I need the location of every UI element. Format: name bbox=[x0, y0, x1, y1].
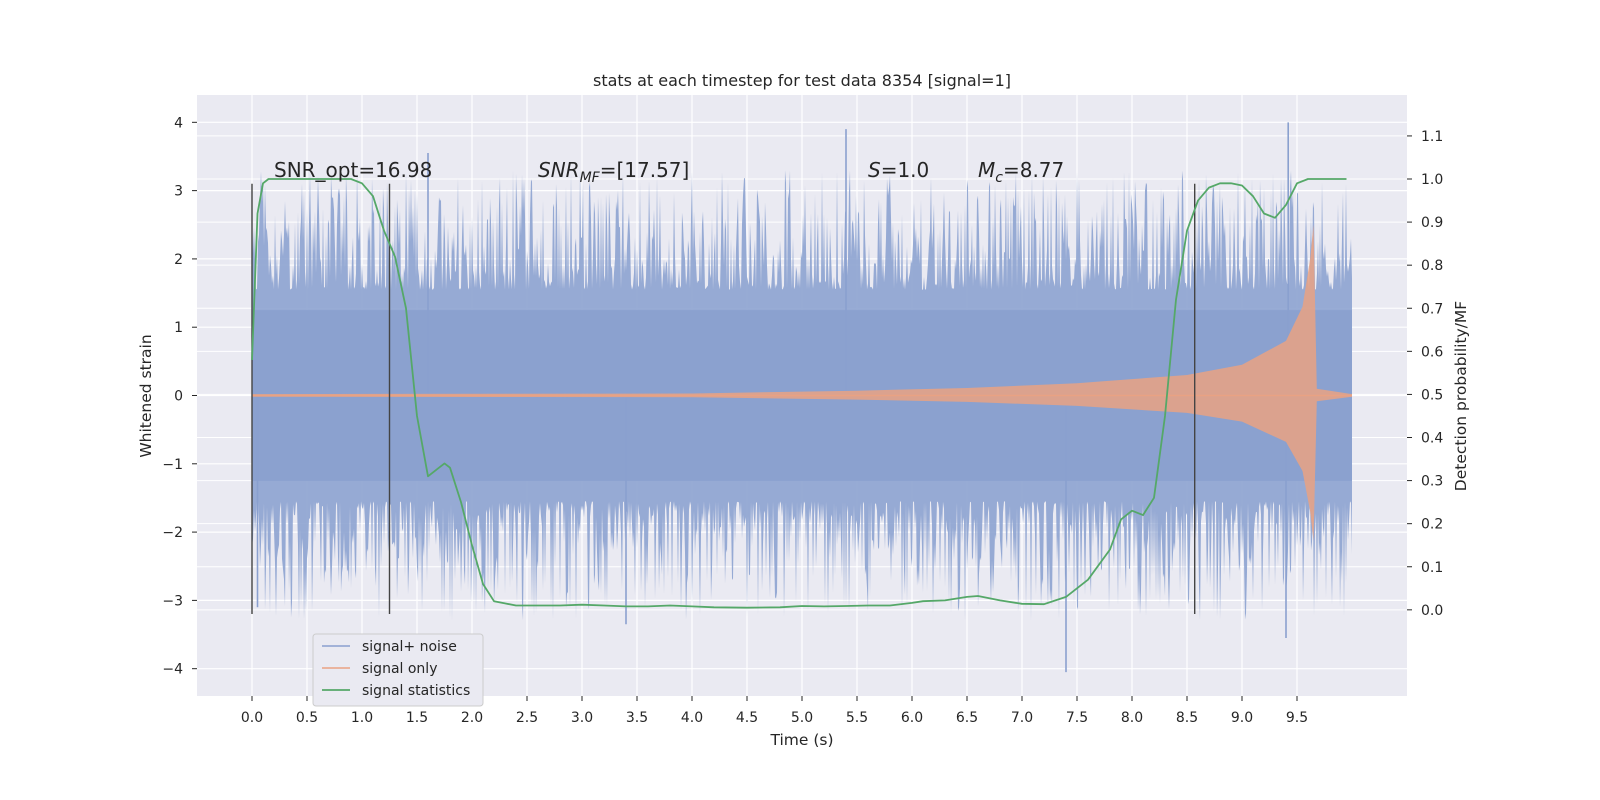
y-right-tick-label: 0.3 bbox=[1421, 474, 1443, 490]
x-tick-label: 8.0 bbox=[1121, 710, 1143, 726]
y-tick-label: −1 bbox=[162, 457, 183, 473]
y-tick-label: 1 bbox=[174, 320, 183, 336]
y-tick-label: 4 bbox=[174, 115, 183, 131]
y-axis-label: Whitened strain bbox=[137, 334, 155, 457]
x-tick-label: 0.0 bbox=[241, 710, 263, 726]
y-tick-label: −4 bbox=[162, 662, 183, 678]
x-axis-label: Time (s) bbox=[769, 731, 833, 749]
y-axis-ticks: 4 3 2 1 0 −1 −2 −3 −4 bbox=[162, 115, 197, 678]
x-tick-label: 7.5 bbox=[1066, 710, 1088, 726]
x-tick-label: 6.0 bbox=[901, 710, 923, 726]
y-tick-label: −2 bbox=[162, 525, 183, 541]
annotations: SNR_opt=16.98 SNRMF=[17.57] S=1.0 Mc=8.77 bbox=[274, 158, 1064, 186]
y-tick-label: 0 bbox=[174, 389, 183, 405]
x-tick-label: 4.0 bbox=[681, 710, 703, 726]
y-right-tick-label: 0.7 bbox=[1421, 301, 1443, 317]
annotation: S=1.0 bbox=[868, 158, 929, 182]
y-tick-label: 3 bbox=[174, 184, 183, 200]
x-tick-label: 2.5 bbox=[516, 710, 538, 726]
legend-label-signal: signal only bbox=[362, 661, 437, 677]
vertical-markers bbox=[251, 183, 1196, 615]
x-tick-label: 9.5 bbox=[1286, 710, 1308, 726]
x-tick-label: 4.5 bbox=[736, 710, 758, 726]
legend: signal+ noise signal only signal statist… bbox=[312, 633, 484, 707]
y-right-tick-label: 0.8 bbox=[1421, 258, 1443, 274]
y-right-tick-label: 0.0 bbox=[1421, 603, 1443, 619]
y-right-tick-label: 0.6 bbox=[1421, 344, 1443, 360]
x-tick-label: 1.5 bbox=[406, 710, 428, 726]
legend-label-noise: signal+ noise bbox=[362, 639, 457, 655]
signal-only-series bbox=[252, 224, 1352, 541]
x-tick-label: 1.0 bbox=[351, 710, 373, 726]
x-tick-label: 9.0 bbox=[1231, 710, 1253, 726]
y-right-tick-label: 0.9 bbox=[1421, 215, 1443, 231]
y-right-tick-label: 1.0 bbox=[1421, 172, 1443, 188]
legend-box bbox=[312, 633, 484, 707]
x-tick-label: 0.5 bbox=[296, 710, 318, 726]
y-tick-label: 2 bbox=[174, 252, 183, 268]
x-tick-label: 3.5 bbox=[626, 710, 648, 726]
x-tick-label: 3.0 bbox=[571, 710, 593, 726]
y-axis-right-label: Detection probability/MF bbox=[1452, 301, 1470, 492]
annotation: Mc=8.77 bbox=[978, 158, 1064, 186]
y-tick-label: −3 bbox=[162, 593, 183, 609]
y-right-tick-label: 0.5 bbox=[1421, 387, 1443, 403]
y-right-tick-label: 0.4 bbox=[1421, 431, 1443, 447]
y-axis-right-ticks: 1.1 1.0 0.9 0.8 0.7 0.6 0.5 0.4 0.3 0.2 0.1 0.0 bbox=[1407, 129, 1443, 619]
x-axis-ticks: 0.0 0.5 1.0 1.5 2.0 2.5 3.0 3.5 4.0 4.5 5.0 5.5 6.0 6… bbox=[241, 696, 1308, 726]
statistics-line bbox=[251, 178, 1347, 609]
y-right-tick-label: 0.1 bbox=[1421, 560, 1443, 576]
x-tick-label: 5.0 bbox=[791, 710, 813, 726]
y-right-tick-label: 0.2 bbox=[1421, 517, 1443, 533]
chart-title: stats at each timestep for test data 835… bbox=[593, 71, 1011, 90]
x-tick-label: 2.0 bbox=[461, 710, 483, 726]
y-right-tick-label: 1.1 bbox=[1421, 129, 1443, 145]
x-tick-label: 8.5 bbox=[1176, 710, 1198, 726]
x-tick-label: 7.0 bbox=[1011, 710, 1033, 726]
signal-plus-noise-series bbox=[252, 122, 1352, 673]
annotation: SNRMF=[17.57] bbox=[538, 158, 689, 186]
legend-label-statistics: signal statistics bbox=[362, 683, 470, 699]
signal-chirp bbox=[252, 224, 1352, 541]
annotation: SNR_opt=16.98 bbox=[274, 158, 432, 182]
x-tick-label: 6.5 bbox=[956, 710, 978, 726]
x-tick-label: 5.5 bbox=[846, 710, 868, 726]
signal-statistics-series bbox=[251, 178, 1347, 609]
